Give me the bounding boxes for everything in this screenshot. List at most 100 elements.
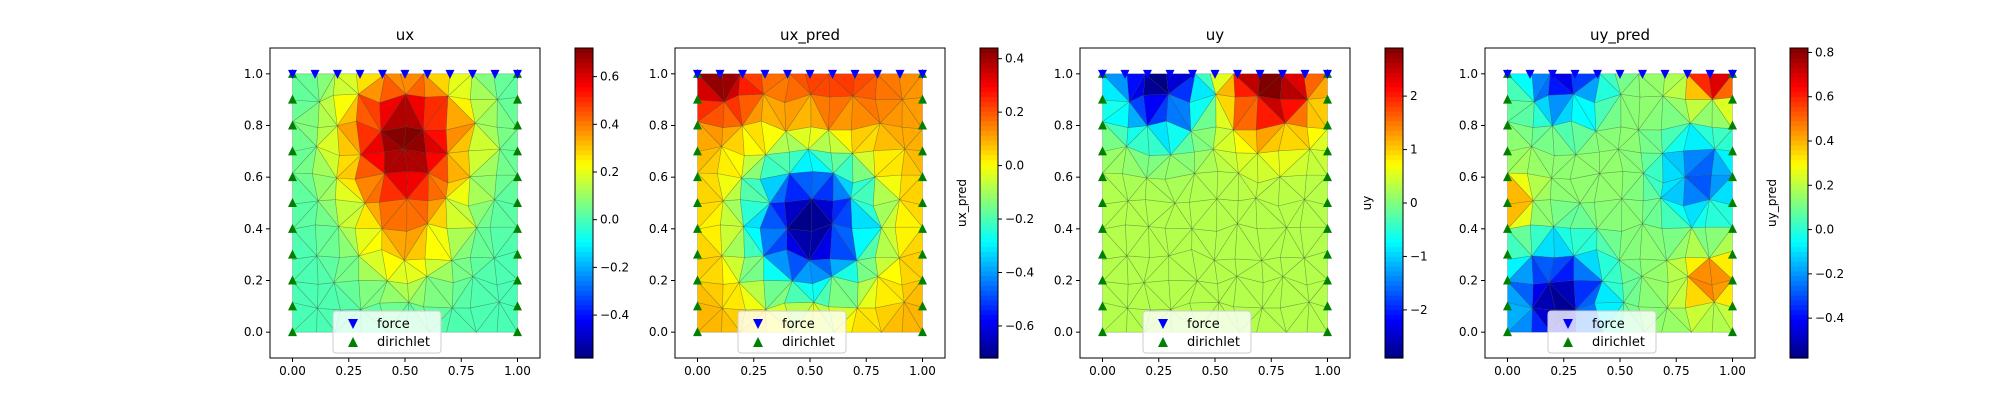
colorbar-segment <box>980 290 998 296</box>
colorbar-segment <box>575 333 593 340</box>
dirichlet-marker <box>1098 249 1107 259</box>
mesh-triangle <box>406 197 428 232</box>
force-marker <box>1165 69 1175 79</box>
colorbar-segment <box>1385 203 1403 209</box>
colorbar-segment <box>1790 106 1808 112</box>
force-marker <box>1615 69 1625 79</box>
mesh-triangle <box>901 97 923 130</box>
colorbar-segment <box>1790 207 1808 214</box>
y-tick-label: 0.0 <box>649 325 668 339</box>
mesh-triangle <box>1531 307 1552 333</box>
dirichlet-marker <box>693 301 702 311</box>
mesh-triangle <box>381 227 406 261</box>
colorbar-segment <box>980 217 998 223</box>
dirichlet-marker <box>918 94 927 104</box>
dirichlet-marker <box>1503 223 1512 233</box>
force-marker <box>423 69 432 79</box>
colorbar-tick-label: −0.4 <box>600 308 629 322</box>
dirichlet-marker <box>693 146 702 156</box>
dirichlet-marker <box>513 172 522 182</box>
mesh-triangle <box>1507 302 1534 333</box>
colorbar-segment <box>1790 353 1808 359</box>
mesh-triangle <box>1255 122 1287 155</box>
colorbar-segment <box>1385 338 1403 345</box>
colorbar-segment <box>575 193 593 199</box>
dirichlet-marker <box>288 146 297 156</box>
y-tick-label: 1.0 <box>1054 67 1073 81</box>
colorbar-segment <box>1385 164 1403 170</box>
mesh-triangle <box>1306 72 1328 100</box>
mesh-triangle <box>877 257 903 286</box>
mesh-triangle <box>784 172 813 203</box>
mesh-triangle <box>856 275 879 309</box>
colorbar-segment <box>1385 280 1403 286</box>
mesh-triangle <box>1102 280 1129 309</box>
legend: force dirichlet <box>1142 310 1252 354</box>
colorbar-segment <box>1790 96 1808 102</box>
mesh-triangle <box>1614 73 1640 95</box>
mesh-triangle <box>1279 301 1310 333</box>
dirichlet-marker <box>693 249 702 259</box>
dirichlet-marker <box>918 198 927 207</box>
colorbar-segment <box>1385 207 1403 214</box>
colorbar-segment <box>1790 295 1808 301</box>
mesh-triangle <box>1102 146 1128 174</box>
colorbar-segment <box>1385 353 1403 359</box>
dirichlet-marker <box>1098 223 1107 233</box>
mesh-triangle <box>380 130 404 153</box>
mesh-triangle <box>1640 152 1664 174</box>
mesh-triangle <box>1255 197 1288 229</box>
force-marker <box>1255 69 1265 79</box>
y-tick-label: 0.6 <box>1459 170 1478 184</box>
colorbar: −2 −1 0 1 2 uy <box>1360 47 1428 359</box>
colorbar-segment <box>1385 232 1403 238</box>
force-marker <box>513 69 522 79</box>
colorbar-segment <box>1790 275 1808 282</box>
colorbar-segment <box>1385 188 1403 194</box>
dirichlet-marker <box>513 223 522 233</box>
mesh-triangle <box>1594 198 1623 230</box>
mesh-triangle <box>811 197 833 232</box>
mesh-triangle <box>1552 226 1575 256</box>
mesh-triangle <box>716 173 743 202</box>
colorbar-segment <box>575 159 593 165</box>
colorbar-segment <box>1385 140 1403 146</box>
mesh-triangle <box>1684 226 1710 259</box>
colorbar-segment <box>575 183 593 190</box>
force-marker <box>1728 69 1737 79</box>
colorbar-segment <box>980 135 998 141</box>
colorbar-label: uy_pred <box>1765 179 1779 227</box>
dirichlet-marker <box>288 249 297 259</box>
mesh-triangle <box>1257 73 1283 100</box>
colorbar-segment <box>980 91 998 98</box>
mesh-triangle <box>1127 282 1145 310</box>
legend: force dirichlet <box>737 310 847 354</box>
colorbar-tick-label: −1 <box>1410 249 1428 263</box>
colorbar-segment <box>980 115 998 122</box>
colorbar-segment <box>1790 285 1808 291</box>
dirichlet-marker <box>1503 120 1512 130</box>
mesh-triangle <box>721 73 741 103</box>
colorbar-segment <box>575 198 593 204</box>
mesh-triangle <box>291 73 320 103</box>
mesh-triangle <box>1619 223 1644 261</box>
dirichlet-marker <box>1098 327 1107 337</box>
mesh-triangle <box>1660 176 1686 199</box>
dirichlet-marker <box>918 172 927 182</box>
mesh-triangle <box>1507 280 1534 309</box>
force-marker <box>445 69 455 79</box>
colorbar-segment <box>1790 261 1808 267</box>
mesh-triangle <box>808 259 833 285</box>
mesh-triangle <box>1709 174 1734 201</box>
colorbar-segment <box>1790 164 1808 170</box>
mesh-triangle <box>1687 257 1713 286</box>
dirichlet-marker <box>918 275 927 285</box>
mesh-triangle <box>354 227 383 257</box>
colorbar-segment <box>1385 72 1403 78</box>
legend-label-dirichlet: dirichlet <box>377 335 430 350</box>
colorbar-segment <box>1790 135 1808 141</box>
dirichlet-marker <box>918 301 927 311</box>
x-tick-label: 1.00 <box>909 364 936 378</box>
mesh-triangle <box>1164 172 1196 204</box>
